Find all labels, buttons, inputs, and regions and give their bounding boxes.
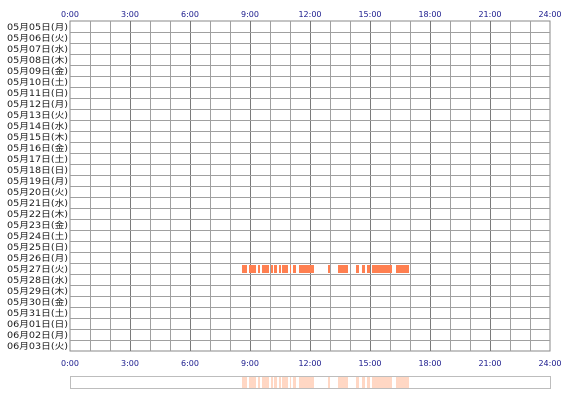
hour-tick-label: 18:00	[418, 10, 441, 19]
hour-tick-label: 15:00	[358, 10, 381, 19]
hour-tick-label: 21:00	[478, 359, 501, 368]
day-label: 05月29日(木)	[7, 286, 68, 296]
day-label: 05月23日(金)	[7, 220, 68, 230]
activity-bar	[293, 265, 296, 273]
day-label: 06月03日(火)	[7, 341, 68, 351]
activity-bar	[262, 265, 269, 273]
summary-bar	[290, 377, 291, 388]
summary-bar	[262, 377, 269, 388]
day-label: 05月22日(木)	[7, 209, 68, 219]
day-label: 05月20日(火)	[7, 187, 68, 197]
summary-bar	[271, 377, 273, 388]
day-label: 05月07日(水)	[7, 44, 68, 54]
day-label: 05月12日(月)	[7, 99, 68, 109]
hour-tick-label: 24:00	[538, 359, 561, 368]
summary-bar	[396, 377, 409, 388]
day-label: 05月06日(火)	[7, 33, 68, 43]
hour-tick-label: 3:00	[121, 359, 139, 368]
activity-bar	[271, 265, 273, 273]
top-hour-axis: 0:00 3:00 6:00 9:00 12:00 15:00 18:00 21:00 24:0…	[61, 10, 562, 19]
summary-bar	[293, 377, 296, 388]
summary-bar	[328, 377, 330, 388]
activity-bar	[367, 265, 370, 273]
day-label: 05月15日(木)	[7, 132, 68, 142]
summary-bar	[338, 377, 348, 388]
summary-bar	[242, 377, 247, 388]
hour-tick-label: 9:00	[241, 359, 259, 368]
day-label: 05月10日(土)	[7, 77, 68, 87]
day-label: 05月25日(日)	[7, 242, 68, 252]
summary-bar	[299, 377, 314, 388]
hour-tick-label: 6:00	[181, 359, 199, 368]
day-label: 05月26日(月)	[7, 253, 68, 263]
day-label: 05月30日(金)	[7, 297, 68, 307]
day-label: 05月27日(火)	[7, 264, 68, 274]
summary-bar	[362, 377, 365, 388]
activity-bar	[396, 265, 409, 273]
day-label: 05月05日(月)	[7, 22, 68, 32]
hour-tick-label: 18:00	[418, 359, 441, 368]
summary-bar	[258, 377, 260, 388]
summary-bar	[367, 377, 370, 388]
day-label: 05月24日(土)	[7, 231, 68, 241]
day-label: 06月02日(月)	[7, 330, 68, 340]
day-label: 05月21日(水)	[7, 198, 68, 208]
day-label: 05月19日(月)	[7, 176, 68, 186]
hour-tick-label: 21:00	[478, 10, 501, 19]
hour-tick-label: 0:00	[61, 359, 79, 368]
day-label: 06月01日(日)	[7, 319, 68, 329]
summary-bar	[249, 377, 256, 388]
activity-bar	[299, 265, 314, 273]
activity-bar	[258, 265, 260, 273]
activity-bar	[290, 265, 291, 273]
summary-bar	[279, 377, 281, 388]
activity-bar	[372, 265, 392, 273]
day-label: 05月16日(金)	[7, 143, 68, 153]
activity-bar	[279, 265, 281, 273]
activity-bar	[242, 265, 247, 273]
bottom-hour-axis: 0:00 3:00 6:00 9:00 12:00 15:00 18:00 21:00 24:0…	[61, 359, 562, 368]
day-label: 05月08日(木)	[7, 55, 68, 65]
day-label: 05月09日(金)	[7, 66, 68, 76]
activity-bar	[274, 265, 277, 273]
summary-bar	[356, 377, 359, 388]
activity-bar	[249, 265, 256, 273]
summary-strip	[70, 376, 551, 389]
hour-tick-label: 12:00	[298, 10, 321, 19]
activity-bar	[282, 265, 288, 273]
day-label: 05月14日(水)	[7, 121, 68, 131]
summary-bar	[274, 377, 277, 388]
day-label: 05月17日(土)	[7, 154, 68, 164]
hour-tick-label: 0:00	[61, 10, 79, 19]
hour-tick-label: 3:00	[121, 10, 139, 19]
activity-bar	[338, 265, 348, 273]
day-axis: 05月05日(月)05月06日(火)05月07日(水)05月08日(木)05月0…	[7, 22, 68, 351]
hour-tick-label: 24:00	[538, 10, 561, 19]
summary-bar	[372, 377, 392, 388]
summary-bar	[282, 377, 288, 388]
activity-bars	[242, 265, 409, 273]
activity-bar	[328, 265, 330, 273]
activity-bar	[356, 265, 359, 273]
day-label: 05月11日(日)	[7, 88, 68, 98]
hour-tick-label: 9:00	[241, 10, 259, 19]
day-label: 05月31日(土)	[7, 308, 68, 318]
chart-grid	[69, 20, 551, 352]
day-label: 05月18日(日)	[7, 165, 68, 175]
hour-tick-label: 6:00	[181, 10, 199, 19]
day-label: 05月13日(火)	[7, 110, 68, 120]
hour-tick-label: 15:00	[358, 359, 381, 368]
hour-tick-label: 12:00	[298, 359, 321, 368]
day-label: 05月28日(水)	[7, 275, 68, 285]
activity-bar	[362, 265, 365, 273]
